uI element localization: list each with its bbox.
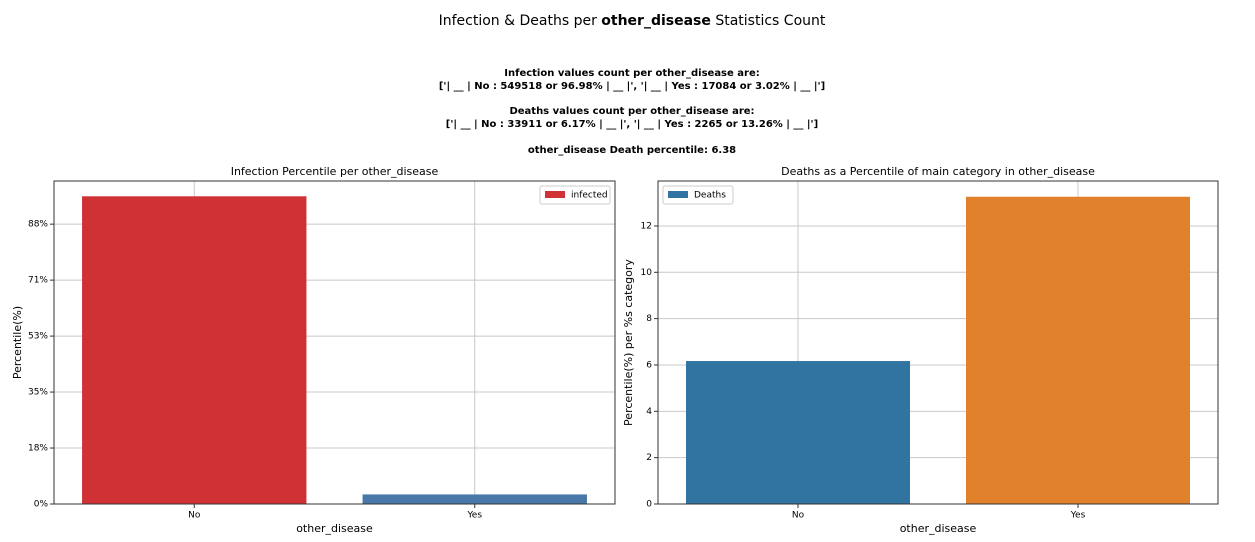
legend-box [662,185,734,205]
bar [362,494,587,504]
y-tick-label: 4 [646,407,652,417]
y-tick-label: 2 [646,453,652,463]
y-tick-label: 18% [28,444,48,454]
title-part: Infection & Deaths per [439,13,602,29]
bar [966,196,1190,504]
y-tick-label: 12 [641,221,652,231]
subplot-title: Deaths as a Percentile of main category … [781,165,1095,178]
note: Infection values count per other_disease… [504,68,760,79]
x-tick-label: No [188,511,201,521]
bar [82,196,307,504]
title-part: other_disease [601,13,711,29]
note: ['| __ | No : 33911 or 6.17% | __ |', '|… [446,119,818,130]
y-tick-label: 71% [28,276,48,286]
x-axis-label: other_disease [296,522,373,535]
y-tick-label: 53% [28,332,48,342]
legend: infected [539,185,611,205]
y-tick-label: 10 [641,268,653,278]
title-part: Statistics Count [711,13,826,29]
plot-frame [657,180,1219,505]
note: Deaths values count per other_disease ar… [509,106,754,117]
legend: Deaths [662,185,734,205]
plot-frame [53,180,616,505]
y-tick-label: 35% [28,388,48,398]
y-axis-label: Percentile(%) [11,306,24,379]
legend-box [539,185,611,205]
y-tick-label: 0 [646,500,652,510]
x-tick-label: Yes [1070,511,1086,521]
y-tick-label: 0% [34,500,49,510]
legend-swatch [545,191,565,198]
note: other_disease Death percentile: 6.38 [528,145,736,156]
y-axis-label: Percentile(%) per %s category [622,259,635,426]
x-axis-label: other_disease [900,522,977,535]
x-tick-label: No [792,511,805,521]
note: ['| __ | No : 549518 or 96.98% | __ |', … [439,81,825,92]
legend-swatch [668,191,688,198]
legend-label: Deaths [694,191,726,201]
y-tick-label: 8 [646,314,652,324]
subplot-title: Infection Percentile per other_disease [231,165,439,178]
figure-title: Infection & Deaths per other_disease Sta… [439,13,826,29]
y-tick-label: 6 [646,360,652,370]
legend-label: infected [571,191,608,201]
y-tick-label: 88% [28,220,48,230]
bar [686,361,910,504]
x-tick-label: Yes [466,511,482,521]
